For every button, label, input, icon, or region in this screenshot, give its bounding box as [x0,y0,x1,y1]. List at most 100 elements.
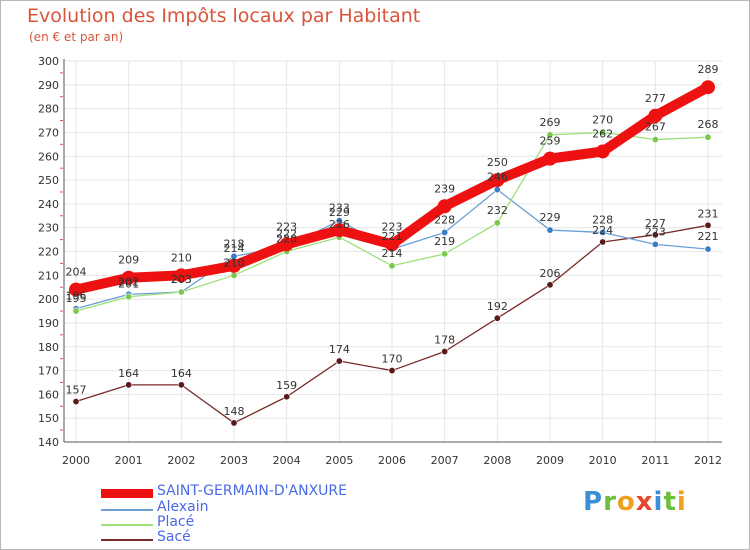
y-tick-label: 260 [38,150,59,163]
data-label: 228 [592,213,613,226]
data-label: 220 [276,233,297,246]
data-point [279,237,294,252]
data-labels: 157 164 164 148 159 174 170 178 192 206 224 227 231 1… [66,63,719,418]
data-label: 192 [487,300,508,313]
y-tick-label: 160 [38,388,59,401]
data-label: 227 [645,217,666,230]
data-label: 231 [698,207,719,220]
data-point [704,133,712,141]
y-tick-label: 280 [38,103,59,116]
axes: 140 150 160 170 180 190 200 210 220 230 240 250 260 2… [38,55,722,467]
data-label: 195 [66,292,87,305]
y-tick-label: 270 [38,126,59,139]
data-point [599,238,607,246]
data-label: 246 [487,171,508,184]
legend-label: Placé [157,514,195,530]
y-tick-label: 180 [38,341,59,354]
data-label: 268 [698,118,719,131]
x-tick-label: 2003 [220,454,248,467]
y-tick-label: 300 [38,55,59,68]
legend-label: SAINT-GERMAIN-D'ANXURE [157,483,347,499]
series-sac- [72,221,712,427]
data-point [230,419,238,427]
data-label: 204 [66,266,87,279]
data-label: 202 [118,275,139,288]
data-point [72,398,80,406]
data-label: 218 [224,237,245,250]
x-tick-label: 2004 [273,454,301,467]
data-label: 174 [329,343,350,356]
data-label: 178 [434,334,455,347]
data-label: 262 [592,127,613,140]
y-tick-label: 190 [38,317,59,330]
data-label: 233 [329,202,350,215]
data-point [595,144,610,159]
y-tick-label: 220 [38,246,59,259]
data-point [125,381,133,389]
data-point [651,136,659,144]
data-label: 209 [118,254,139,267]
logo-letter: i [653,487,664,517]
data-point [125,293,133,301]
data-point [177,288,185,296]
data-label: 214 [224,242,245,255]
x-tick-label: 2001 [115,454,143,467]
series [69,80,715,427]
data-point [651,240,659,248]
data-label: 232 [487,204,508,217]
chart-subtitle: (en € et par an) [29,30,124,44]
data-label: 267 [645,121,666,134]
y-tick-label: 230 [38,222,59,235]
data-label: 250 [487,156,508,169]
logo-letter: i [676,487,687,517]
data-point [283,393,291,401]
data-point [385,237,399,252]
data-point [437,199,452,214]
data-label: 229 [329,206,350,219]
data-point [546,131,554,139]
data-label: 289 [698,63,719,76]
x-tick-label: 2006 [378,454,406,467]
data-point [388,262,396,270]
data-label: 239 [434,182,455,195]
data-label: 159 [276,379,297,392]
series-plac- [72,128,712,315]
x-tick-label: 2002 [167,454,195,467]
data-point [704,221,712,229]
data-point [701,80,715,95]
data-point [441,228,449,236]
data-label: 203 [171,273,192,286]
data-point [227,258,241,273]
x-tick-label: 2008 [483,454,511,467]
legend-label: Alexain [157,499,209,515]
data-point [230,271,238,279]
data-label: 219 [434,235,455,248]
data-point [490,173,505,188]
chart-title: Evolution des Impôts locaux par Habitant [27,5,421,27]
x-tick-label: 2007 [431,454,459,467]
data-label: 226 [329,218,350,231]
legend-swatch [101,509,153,511]
data-label: 270 [592,113,613,126]
x-tick-label: 2012 [694,454,722,467]
legend-swatch [101,524,153,526]
data-label: 259 [540,135,561,148]
data-point [648,108,663,123]
data-label: 148 [224,405,245,418]
data-point [332,223,347,238]
grid [64,60,722,443]
legend-swatch [101,489,153,498]
data-point [543,151,557,166]
data-label: 223 [645,225,666,238]
y-tick-label: 150 [38,412,59,425]
data-label: 203 [171,273,192,286]
x-tick-label: 2010 [589,454,617,467]
data-point [388,367,396,375]
y-tick-label: 200 [38,293,59,306]
data-label: 210 [171,251,192,264]
data-point [72,307,80,315]
x-tick-label: 2000 [62,454,90,467]
y-tick-label: 210 [38,269,59,282]
